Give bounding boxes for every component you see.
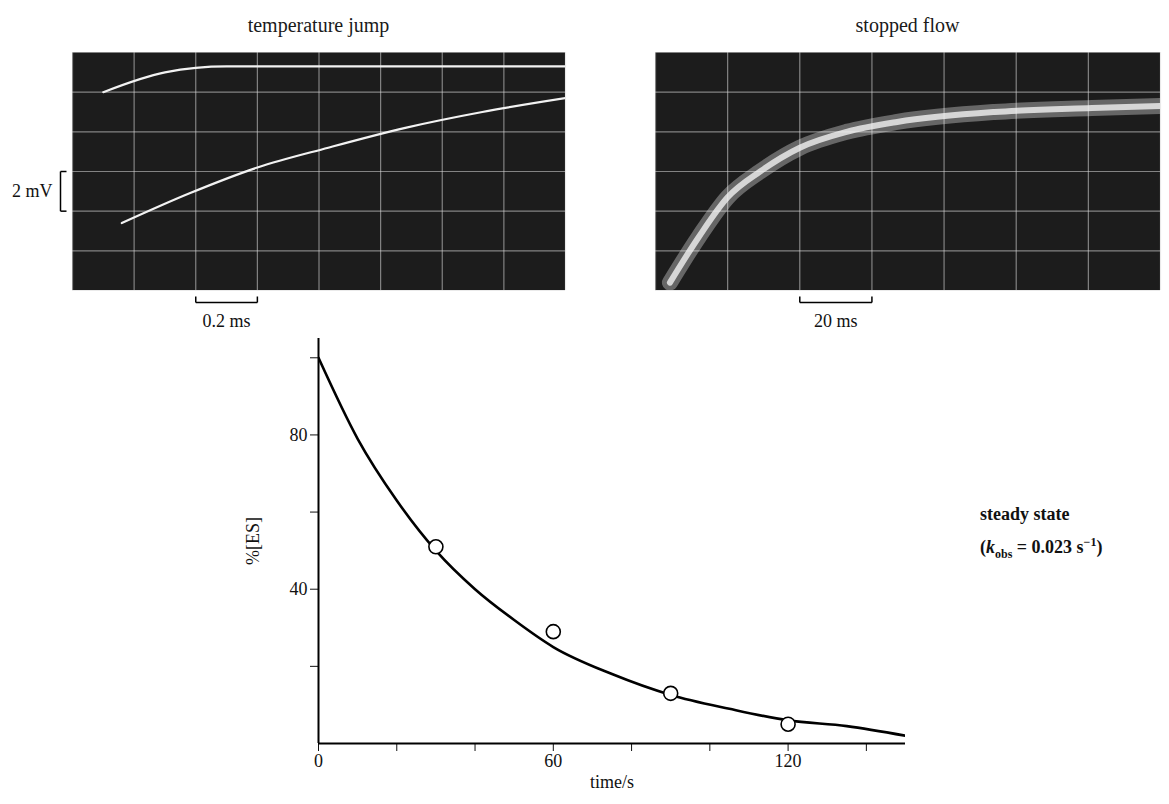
svg-text:60: 60 — [544, 751, 562, 771]
html-text:(kobs= 0.023 s−1): (kobs= 0.023 s−1) — [980, 535, 1103, 561]
html-text:stopped flow: stopped flow — [855, 14, 960, 36]
svg-text:80: 80 — [290, 425, 308, 445]
svg-text:%[ES]: %[ES] — [243, 517, 263, 565]
svg-text:0.2 ms: 0.2 ms — [203, 311, 251, 331]
html-text:steady state: steady state — [980, 504, 1070, 524]
svg-text:20 ms: 20 ms — [814, 311, 858, 331]
html-text:temperature jump: temperature jump — [247, 14, 390, 36]
svg-text:120: 120 — [775, 751, 802, 771]
svg-text:40: 40 — [290, 579, 308, 599]
svg-text:2 mV: 2 mV — [12, 181, 53, 201]
svg-text:time/s: time/s — [590, 772, 634, 792]
svg-text:0: 0 — [314, 751, 323, 771]
